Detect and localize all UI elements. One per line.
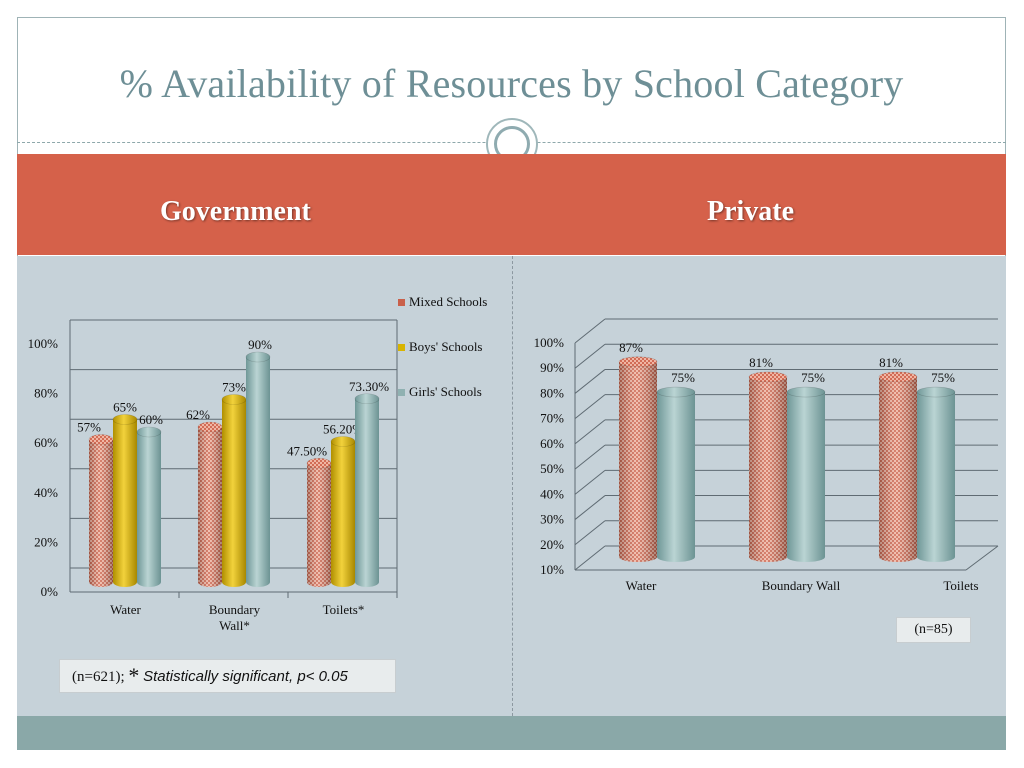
chart2-ytick-label: 60%	[540, 436, 564, 451]
chart1-category-label: Boundary	[209, 602, 261, 617]
chart2-data-label: 81%	[879, 355, 903, 370]
chart1-bar-girls-top	[354, 393, 380, 405]
chart2-category-label: Water	[626, 578, 657, 593]
chart1-bar-mixed-top	[306, 457, 332, 469]
chart2-bar-a-shade	[619, 361, 657, 562]
chart1-ytick-label: 60%	[34, 435, 58, 450]
chart2-data-label: 87%	[619, 340, 643, 355]
chart2-ytick-label: 100%	[534, 335, 565, 350]
chart1-data-label: 90%	[248, 337, 272, 352]
chart2-bar-a-shade	[749, 376, 787, 562]
chart2-side-gridline	[574, 469, 606, 495]
chart1-bar-mixed-shade	[89, 439, 113, 587]
section-label-private: Private	[707, 196, 795, 227]
chart1-data-label: 60%	[139, 412, 163, 427]
chart2-side-gridline	[574, 520, 606, 546]
chart1-legend-swatch-girls	[398, 389, 405, 396]
chart1-legend-label: Girls' Schools	[409, 384, 482, 399]
chart2-side-gridline	[574, 318, 606, 344]
chart2-bar-b-top	[916, 386, 956, 398]
section-label-government: Government	[160, 196, 311, 227]
content-divider	[512, 256, 513, 716]
chart1-bar-girls	[137, 432, 161, 587]
chart2-side-gridline	[574, 369, 606, 394]
chart2-ytick-label: 40%	[540, 486, 564, 501]
chart1-ytick-label: 40%	[34, 485, 58, 500]
chart1-legend-label: Mixed Schools	[409, 294, 487, 309]
chart2-side-gridline	[574, 495, 606, 520]
significance-star: *	[128, 663, 140, 688]
chart1-category-label: Wall*	[219, 618, 250, 633]
chart2-data-label: 81%	[749, 355, 773, 370]
chart1-ytick-label: 0%	[41, 584, 59, 599]
chart2-ytick-label: 10%	[540, 562, 564, 577]
chart2-bar-a-top	[618, 356, 658, 368]
chart2-ytick-label: 30%	[540, 512, 564, 527]
chart1-ytick-label: 80%	[34, 386, 58, 401]
chart1-bar-mixed-shade	[307, 463, 331, 587]
chart2-side-gridline	[574, 419, 606, 445]
chart1-bar-boys	[222, 399, 246, 587]
sample-size-government: (n=621);	[72, 669, 125, 685]
chart1-data-label: 57%	[77, 420, 101, 435]
chart2-bar-b-top	[656, 386, 696, 398]
chart2-ytick-label: 70%	[540, 411, 564, 426]
chart1-legend-swatch-boys	[398, 344, 405, 351]
chart1-ytick-label: 20%	[34, 534, 58, 549]
chart2-side-gridline	[574, 444, 606, 470]
chart1-bar-boys	[331, 441, 355, 587]
chart1-bar-boys-top	[112, 414, 138, 425]
chart1-bar-girls-top	[245, 351, 271, 363]
chart2-ytick-label: 20%	[540, 537, 564, 552]
chart2-ytick-label: 90%	[540, 360, 564, 375]
chart2-ytick-label: 50%	[540, 461, 564, 476]
chart2-bar-b	[657, 392, 695, 562]
chart2-side-gridline	[574, 545, 606, 571]
chart2-bar-a-top	[878, 371, 918, 383]
chart1-bar-mixed-shade	[198, 427, 222, 587]
chart1-bar-girls	[246, 357, 270, 587]
chart2-bar-b-top	[786, 386, 826, 398]
chart2-data-label: 75%	[931, 370, 955, 385]
chart1-bar-girls	[355, 398, 379, 587]
chart1-data-label: 62%	[186, 407, 210, 422]
chart1-category-label: Toilets*	[323, 602, 365, 617]
slide-title: % Availability of Resources by School Ca…	[119, 61, 904, 106]
chart1-data-label: 47.50%	[287, 443, 327, 458]
section-band	[17, 154, 1006, 255]
chart1-data-label: 73.30%	[349, 379, 389, 394]
chart1-data-label: 56.20%	[323, 422, 363, 437]
chart2-bar-b	[917, 392, 955, 562]
chart2-category-label: Boundary Wall	[762, 578, 841, 593]
chart1-bar-boys-top	[221, 394, 247, 405]
content-area	[17, 256, 1006, 716]
chart1-ytick-label: 100%	[28, 336, 59, 351]
chart2-data-label: 75%	[671, 370, 695, 385]
chart2-side-gridline	[574, 394, 606, 420]
chart1-bar-mixed-top	[88, 434, 114, 445]
chart2-bar-a-shade	[879, 376, 917, 562]
chart1-bar-boys-top	[330, 436, 356, 447]
chart1-bar-boys	[113, 419, 137, 587]
chart1-bar-girls-top	[136, 426, 162, 438]
significance-note: Statistically significant, p< 0.05	[143, 668, 348, 685]
chart2-category-label: Toilets	[943, 578, 978, 593]
chart1-data-label: 65%	[113, 400, 137, 415]
chart2-floor-edge	[965, 545, 999, 571]
chart1-category-label: Water	[110, 602, 141, 617]
chart1-data-label: 73%	[222, 380, 246, 395]
chart1-legend-swatch-mixed	[398, 299, 405, 306]
footer-bar	[17, 716, 1006, 750]
chart2-ytick-label: 80%	[540, 385, 564, 400]
chart1-legend-label: Boys' Schools	[409, 339, 483, 354]
chart2-data-label: 75%	[801, 370, 825, 385]
chart2-side-gridline	[574, 343, 606, 369]
sample-note-government: (n=621); * Statistically significant, p<…	[59, 659, 396, 693]
chart2-bar-a-top	[748, 371, 788, 383]
sample-note-private: (n=85)	[896, 617, 971, 643]
chart1-bar-mixed-top	[197, 421, 223, 433]
chart2-bar-b	[787, 392, 825, 562]
